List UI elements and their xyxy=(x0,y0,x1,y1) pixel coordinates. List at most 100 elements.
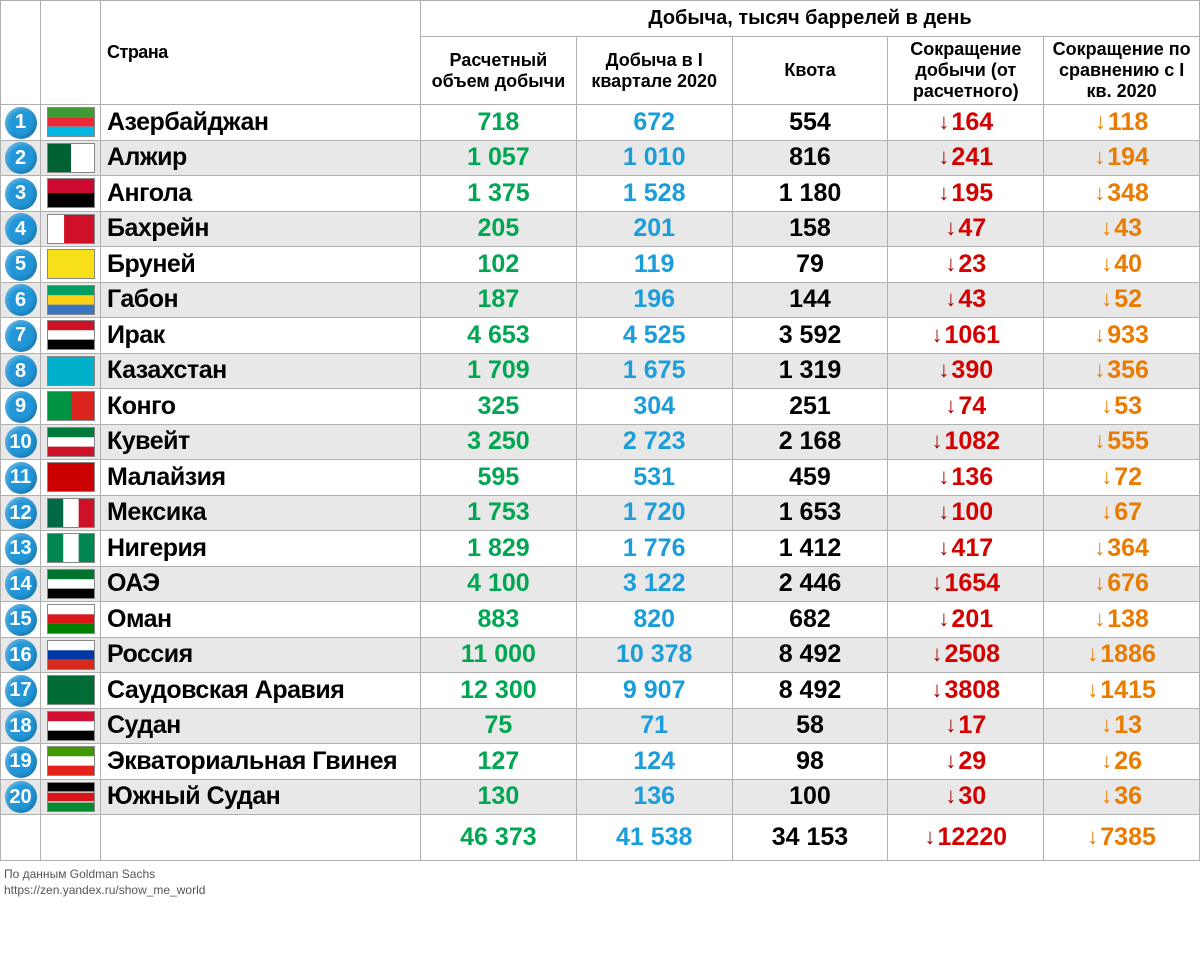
quota: 8 492 xyxy=(732,673,888,709)
calc-volume: 187 xyxy=(421,282,577,318)
quota: 554 xyxy=(732,105,888,141)
calc-volume: 127 xyxy=(421,744,577,780)
row-flag xyxy=(41,566,101,602)
reduction-calc: ↓1654 xyxy=(888,566,1044,602)
header-col2: Добыча в I квартале 2020 xyxy=(576,37,732,105)
reduction-calc: ↓2508 xyxy=(888,637,1044,673)
q1-2020: 820 xyxy=(576,602,732,638)
reduction-q1: ↓26 xyxy=(1044,744,1200,780)
reduction-q1: ↓1886 xyxy=(1044,637,1200,673)
arrow-down-icon: ↓ xyxy=(1101,499,1112,524)
flag-icon xyxy=(47,427,95,457)
table-row: 13 Нигерия 1 829 1 776 1 412 ↓417 ↓364 xyxy=(1,531,1200,567)
rank-badge: 10 xyxy=(5,426,37,458)
quota: 158 xyxy=(732,211,888,247)
table-row: 18 Судан 75 71 58 ↓17 ↓13 xyxy=(1,708,1200,744)
row-flag xyxy=(41,602,101,638)
row-flag xyxy=(41,744,101,780)
reduction-calc: ↓100 xyxy=(888,495,1044,531)
quota: 251 xyxy=(732,389,888,425)
arrow-down-icon: ↓ xyxy=(1094,180,1105,205)
flag-icon xyxy=(47,249,95,279)
arrow-down-icon: ↓ xyxy=(931,570,942,595)
row-flag xyxy=(41,424,101,460)
q1-2020: 1 675 xyxy=(576,353,732,389)
quota: 682 xyxy=(732,602,888,638)
table-row: 11 Малайзия 595 531 459 ↓136 ↓72 xyxy=(1,460,1200,496)
country-name: Ирак xyxy=(101,318,421,354)
table-row: 14 ОАЭ 4 100 3 122 2 446 ↓1654 ↓676 xyxy=(1,566,1200,602)
total-quota: 34 153 xyxy=(732,815,888,861)
flag-icon xyxy=(47,533,95,563)
reduction-q1: ↓43 xyxy=(1044,211,1200,247)
country-name: ОАЭ xyxy=(101,566,421,602)
row-flag xyxy=(41,637,101,673)
rank-badge: 14 xyxy=(5,568,37,600)
row-flag xyxy=(41,247,101,283)
quota: 8 492 xyxy=(732,637,888,673)
arrow-down-icon: ↓ xyxy=(1095,109,1106,134)
table-row: 4 Бахрейн 205 201 158 ↓47 ↓43 xyxy=(1,211,1200,247)
reduction-calc: ↓74 xyxy=(888,389,1044,425)
row-flag xyxy=(41,282,101,318)
arrow-down-icon: ↓ xyxy=(1101,783,1112,808)
row-index: 16 xyxy=(1,637,41,673)
rank-badge: 17 xyxy=(5,675,37,707)
table-row: 8 Казахстан 1 709 1 675 1 319 ↓390 ↓356 xyxy=(1,353,1200,389)
table-body: 1 Азербайджан 718 672 554 ↓164 ↓118 2 Ал… xyxy=(1,105,1200,861)
header-country: Страна xyxy=(101,1,421,105)
reduction-calc: ↓136 xyxy=(888,460,1044,496)
table-row: 2 Алжир 1 057 1 010 816 ↓241 ↓194 xyxy=(1,140,1200,176)
reduction-q1: ↓118 xyxy=(1044,105,1200,141)
country-name: Габон xyxy=(101,282,421,318)
footer-source: По данным Goldman Sachs xyxy=(4,867,1196,883)
quota: 3 592 xyxy=(732,318,888,354)
row-index: 10 xyxy=(1,424,41,460)
flag-icon xyxy=(47,107,95,137)
arrow-down-icon: ↓ xyxy=(945,712,956,737)
q1-2020: 71 xyxy=(576,708,732,744)
header-main: Добыча, тысяч баррелей в день xyxy=(421,1,1200,37)
total-red-q1: ↓7385 xyxy=(1044,815,1200,861)
totals-row: 46 373 41 538 34 153 ↓12220 ↓7385 xyxy=(1,815,1200,861)
flag-icon xyxy=(47,711,95,741)
row-index: 6 xyxy=(1,282,41,318)
country-name: Россия xyxy=(101,637,421,673)
reduction-calc: ↓241 xyxy=(888,140,1044,176)
reduction-q1: ↓13 xyxy=(1044,708,1200,744)
calc-volume: 1 709 xyxy=(421,353,577,389)
arrow-down-icon: ↓ xyxy=(1101,712,1112,737)
flag-icon xyxy=(47,746,95,776)
table-row: 9 Конго 325 304 251 ↓74 ↓53 xyxy=(1,389,1200,425)
country-name: Оман xyxy=(101,602,421,638)
rank-badge: 2 xyxy=(5,142,37,174)
q1-2020: 3 122 xyxy=(576,566,732,602)
row-index: 1 xyxy=(1,105,41,141)
country-name: Казахстан xyxy=(101,353,421,389)
calc-volume: 11 000 xyxy=(421,637,577,673)
rank-badge: 11 xyxy=(5,462,37,494)
quota: 79 xyxy=(732,247,888,283)
arrow-down-icon: ↓ xyxy=(938,180,949,205)
rank-badge: 3 xyxy=(5,178,37,210)
calc-volume: 130 xyxy=(421,779,577,815)
row-flag xyxy=(41,460,101,496)
country-name: Ангола xyxy=(101,176,421,212)
reduction-calc: ↓29 xyxy=(888,744,1044,780)
flag-icon xyxy=(47,178,95,208)
quota: 1 319 xyxy=(732,353,888,389)
row-index: 2 xyxy=(1,140,41,176)
calc-volume: 595 xyxy=(421,460,577,496)
reduction-calc: ↓30 xyxy=(888,779,1044,815)
arrow-down-icon: ↓ xyxy=(1094,144,1105,169)
calc-volume: 1 057 xyxy=(421,140,577,176)
reduction-calc: ↓1061 xyxy=(888,318,1044,354)
rank-badge: 6 xyxy=(5,284,37,316)
rank-badge: 15 xyxy=(5,604,37,636)
total-red-calc: ↓12220 xyxy=(888,815,1044,861)
arrow-down-icon: ↓ xyxy=(945,748,956,773)
reduction-q1: ↓138 xyxy=(1044,602,1200,638)
arrow-down-icon: ↓ xyxy=(945,393,956,418)
arrow-down-icon: ↓ xyxy=(945,215,956,240)
row-index: 8 xyxy=(1,353,41,389)
